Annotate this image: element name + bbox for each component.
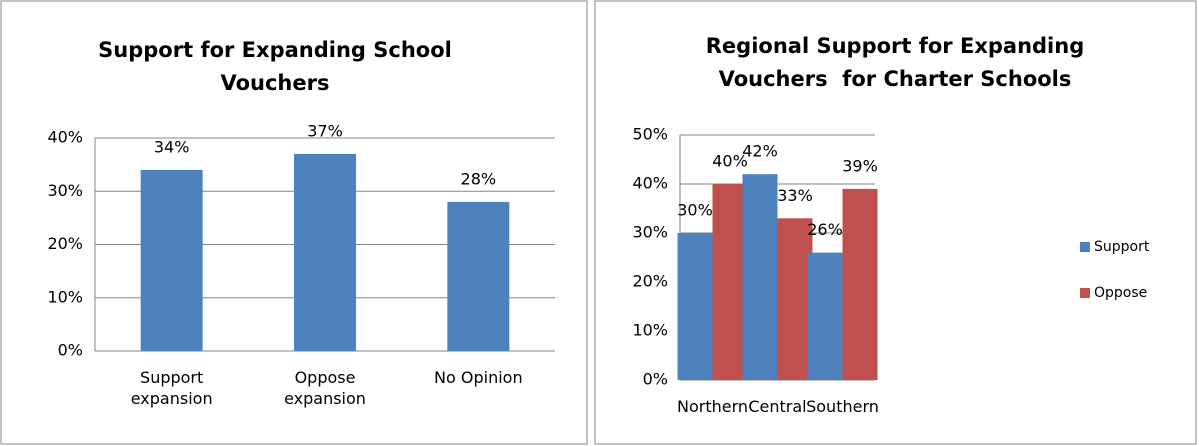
y-tick-label: 10% [47, 287, 83, 306]
bar [712, 184, 748, 380]
bar [294, 153, 356, 351]
x-tick-label: Central [748, 397, 807, 416]
y-tick-label: 10% [632, 321, 668, 340]
y-tick-label: 0% [58, 341, 83, 360]
chart-title: Support for Expanding School Vouchers [98, 38, 460, 95]
data-label: 33% [777, 186, 813, 205]
data-label: 39% [842, 156, 878, 175]
chart-title: Regional Support for Expanding Vouchers … [705, 34, 1092, 91]
panel-border [594, 0, 1197, 445]
bar [140, 169, 203, 351]
data-label: 28% [461, 169, 497, 188]
x-tick-label: Northern [676, 397, 749, 416]
bar [677, 233, 713, 380]
panel-border [0, 0, 588, 445]
data-label: 40% [712, 152, 748, 171]
data-label: 42% [742, 142, 778, 161]
x-tick-label: No Opinion [434, 368, 523, 387]
legend-swatch [1080, 242, 1090, 252]
data-label: 34% [154, 137, 190, 156]
y-tick-label: 30% [632, 223, 668, 242]
legend-label: Oppose [1094, 285, 1147, 301]
y-tick-label: 30% [47, 181, 83, 200]
x-tick-label: Support expansion [130, 368, 213, 408]
legend-label: Support [1094, 239, 1150, 255]
y-tick-label: 50% [632, 125, 668, 144]
y-tick-label: 0% [643, 370, 668, 389]
bar [807, 252, 843, 380]
x-tick-label: Oppose expansion [284, 368, 366, 408]
bar [742, 174, 778, 380]
y-tick-label: 40% [47, 128, 83, 147]
data-label: 37% [307, 121, 343, 140]
x-tick-label: Southern [806, 397, 879, 416]
data-label: 26% [807, 220, 843, 239]
y-tick-label: 20% [47, 234, 83, 253]
data-label: 30% [677, 201, 713, 220]
legend-swatch [1080, 288, 1090, 298]
y-tick-label: 20% [632, 272, 668, 291]
y-tick-label: 40% [632, 174, 668, 193]
bar [447, 201, 510, 351]
bar [777, 218, 813, 380]
bar [842, 188, 878, 380]
